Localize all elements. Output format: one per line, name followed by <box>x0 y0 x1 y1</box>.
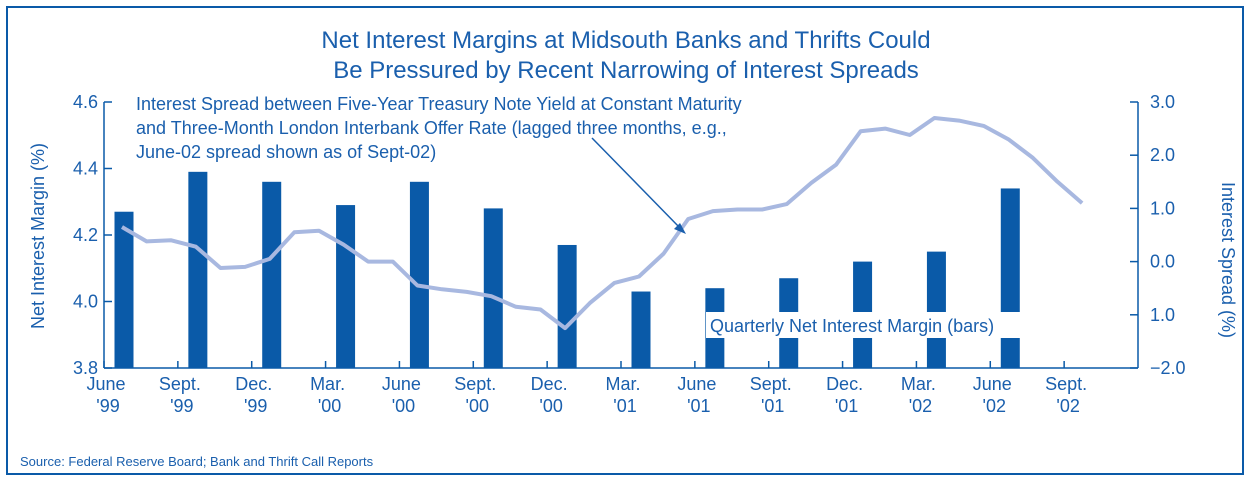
x-tick-label-year: '01 <box>761 396 784 416</box>
x-tick-label-month: Mar. <box>310 374 345 394</box>
line-annotation-3: June-02 spread shown as of Sept-02) <box>136 142 436 162</box>
net-interest-margin-bar <box>409 181 429 368</box>
y-right-tick-label: 3.0 <box>1150 92 1175 112</box>
chart-title-line-1: Net Interest Margins at Midsouth Banks a… <box>321 27 930 54</box>
y-right-tick-label: 1.0 <box>1150 198 1175 218</box>
x-tick-label-month: Mar. <box>605 374 640 394</box>
bars-annotation: Quarterly Net Interest Margin (bars) <box>710 316 994 336</box>
right-axis: −2.0 1.0 0.0 1.0 2.0 3.0 <box>1130 92 1186 378</box>
x-tick-label-year: '02 <box>1056 396 1079 416</box>
net-interest-margin-bar <box>483 208 503 368</box>
x-tick-label-month: June <box>86 374 125 394</box>
x-tick-label-month: Mar. <box>901 374 936 394</box>
y-left-tick-label: 3.8 <box>73 358 98 378</box>
x-tick-label-year: '01 <box>613 396 636 416</box>
y-axis-left-label: Net Interest Margin (%) <box>28 143 48 329</box>
net-interest-margin-bar <box>114 211 134 368</box>
x-tick-label-year: '99 <box>244 396 267 416</box>
y-axis-right-label: Interest Spread (%) <box>1218 182 1238 338</box>
y-left-tick-label: 4.0 <box>73 292 98 312</box>
net-interest-margin-bar <box>1000 188 1020 368</box>
x-tick-label-year: '00 <box>539 396 562 416</box>
left-axis: 3.8 4.0 4.2 4.4 4.6 <box>73 92 112 378</box>
spread-line <box>120 116 1084 331</box>
source-note: Source: Federal Reserve Board; Bank and … <box>20 454 374 469</box>
y-right-tick-label: 0.0 <box>1150 252 1175 272</box>
x-tick-label-month: Dec. <box>531 374 568 394</box>
x-tick-label-month: June <box>677 374 716 394</box>
bar-series <box>114 171 1020 368</box>
x-tick-label-month: Sept. <box>159 374 201 394</box>
x-tick-label-month: Sept. <box>750 374 792 394</box>
x-tick-label-year: '01 <box>835 396 858 416</box>
y-right-tick-label: −2.0 <box>1150 358 1186 378</box>
net-interest-margin-bar <box>631 291 651 368</box>
y-right-tick-label: 1.0 <box>1150 305 1175 325</box>
net-interest-margin-bar <box>557 244 577 368</box>
annotation-arrow-head <box>674 223 686 234</box>
x-tick-label-year: '02 <box>909 396 932 416</box>
x-tick-label-month: Dec. <box>235 374 272 394</box>
x-tick-label-month: Sept. <box>1045 374 1087 394</box>
chart-frame <box>6 6 1244 475</box>
x-axis: June'99Sept.'99Dec.'99Mar.'00June'00Sept… <box>86 361 1138 416</box>
y-left-tick-label: 4.4 <box>73 159 98 179</box>
x-tick-label-month: June <box>382 374 421 394</box>
x-tick-label-year: '99 <box>170 396 193 416</box>
net-interest-margin-bar <box>336 205 356 368</box>
net-interest-margin-bar <box>926 251 946 368</box>
x-tick-label-month: Dec. <box>826 374 863 394</box>
x-tick-label-month: June <box>973 374 1012 394</box>
line-annotation-2: and Three-Month London Interbank Offer R… <box>136 118 727 138</box>
y-right-tick-label: 2.0 <box>1150 145 1175 165</box>
y-left-tick-label: 4.2 <box>73 225 98 245</box>
x-tick-label-year: '99 <box>96 396 119 416</box>
line-annotation-1: Interest Spread between Five-Year Treasu… <box>136 94 742 114</box>
x-tick-label-year: '00 <box>392 396 415 416</box>
y-left-tick-label: 4.6 <box>73 92 98 112</box>
x-tick-label-month: Sept. <box>454 374 496 394</box>
x-tick-label-year: '00 <box>466 396 489 416</box>
x-tick-label-year: '02 <box>983 396 1006 416</box>
chart-title-line-2: Be Pressured by Recent Narrowing of Inte… <box>333 57 919 84</box>
x-tick-label-year: '01 <box>687 396 710 416</box>
x-tick-label-year: '00 <box>318 396 341 416</box>
bars-annotation-bg <box>706 312 1032 338</box>
annotation-arrow-shaft <box>591 137 682 230</box>
net-interest-margin-bar <box>188 171 208 368</box>
net-interest-margin-bar <box>262 181 282 368</box>
